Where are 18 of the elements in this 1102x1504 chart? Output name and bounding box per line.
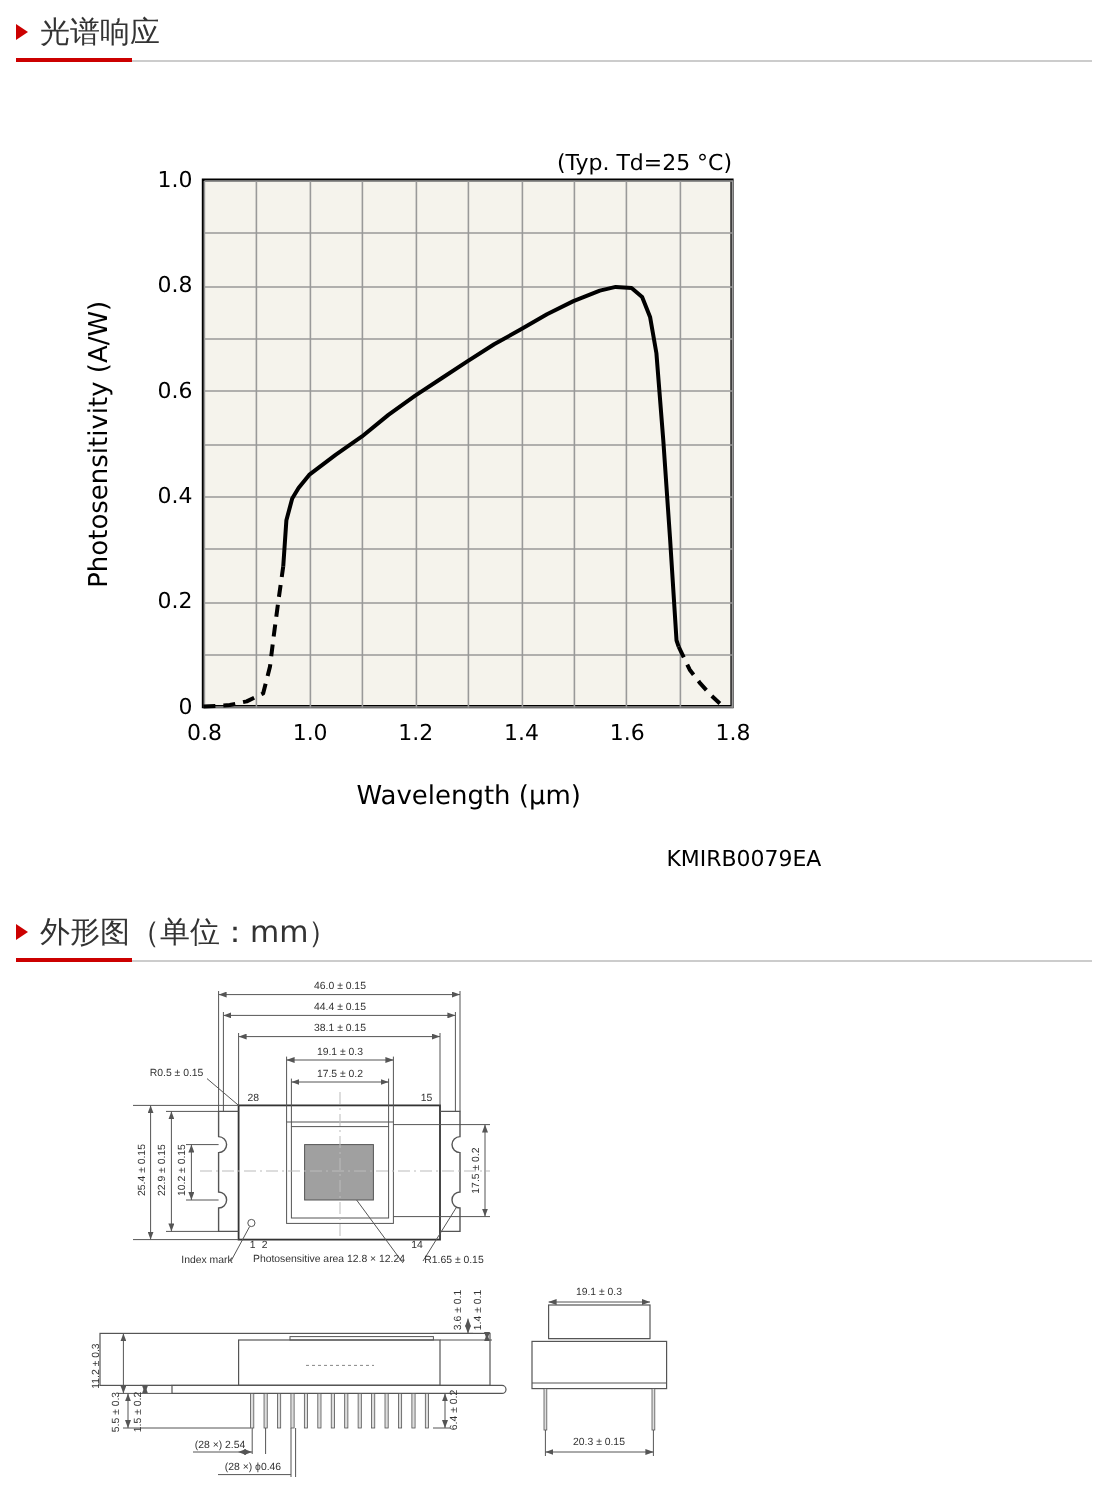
- chart-title: 光谱响应: [40, 14, 160, 50]
- y-tick-label: 0: [178, 693, 193, 720]
- y-tick-label: 0.6: [157, 377, 193, 404]
- x-tick-label: 1.6: [609, 719, 645, 746]
- text: 外形图（单位：mm）: [40, 914, 339, 950]
- y-tick-label: 0.4: [157, 482, 193, 509]
- y-tick-label: 0.8: [157, 272, 193, 299]
- x-axis-title: Wavelength (μm): [356, 781, 581, 812]
- x-tick-label: 1.2: [398, 719, 434, 746]
- x-tick-label: 0.8: [186, 719, 222, 746]
- y-tick-label: 0.2: [157, 588, 193, 615]
- text: KMIRB0079EA: [666, 845, 823, 872]
- x-tick-label: 1.8: [715, 719, 751, 746]
- x-tick-label: 1.0: [292, 719, 328, 746]
- y-tick-label: 1.0: [157, 167, 193, 193]
- text: (Typ. Td=25 °C): [556, 150, 732, 176]
- y-axis-title: Photosensitivity (A/W): [85, 300, 116, 588]
- x-tick-label: 1.4: [504, 719, 540, 746]
